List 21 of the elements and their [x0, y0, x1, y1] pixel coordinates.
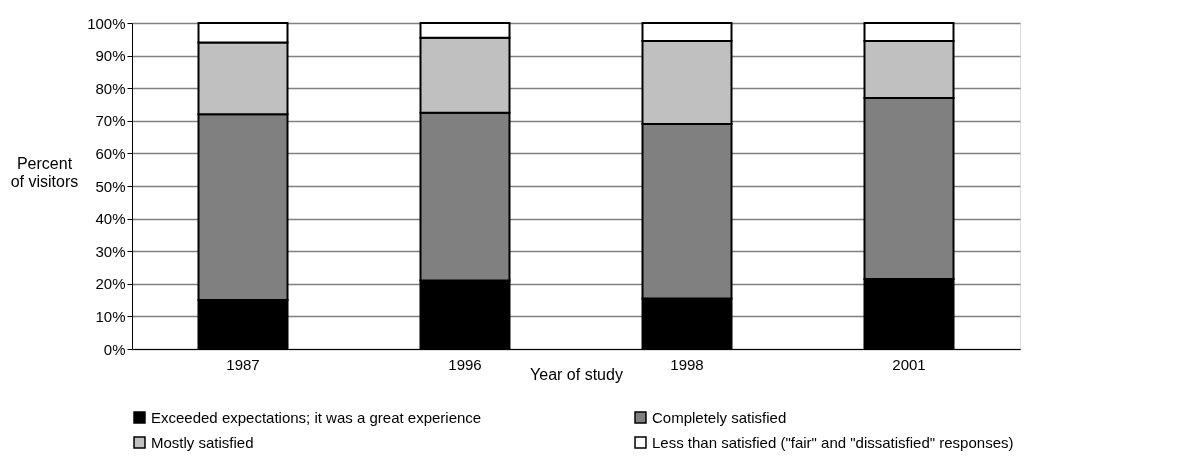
- y-tick-label: 60%: [95, 144, 126, 162]
- y-tick-label: 50%: [95, 177, 126, 195]
- y-axis-title: Percent of visitors: [10, 154, 79, 190]
- x-tick-label: 1998: [670, 355, 704, 373]
- x-tick-label: 1987: [226, 355, 260, 373]
- y-tick-label: 0%: [103, 340, 126, 358]
- y-tick-label: 70%: [95, 112, 126, 130]
- legend-label: Mostly satisfied: [151, 433, 254, 451]
- y-tick-label: 30%: [95, 242, 126, 260]
- legend-label: Completely satisfied: [652, 408, 787, 426]
- y-tick-label: 100%: [87, 14, 126, 32]
- legend-label: Less than satisfied ("fair" and "dissatisfied" responses): [652, 433, 1014, 451]
- x-tick-label: 2001: [892, 355, 926, 373]
- y-tick-label: 80%: [95, 79, 126, 97]
- y-tick-label: 90%: [95, 47, 126, 65]
- y-tick-label: 40%: [95, 210, 126, 228]
- legend-label: Exceeded expectations; it was a great experience: [151, 408, 482, 426]
- y-tick-label: 10%: [95, 307, 126, 325]
- y-tick-label: 20%: [95, 275, 126, 293]
- x-tick-label: 1996: [448, 355, 482, 373]
- x-axis-title: Year of study: [530, 365, 623, 383]
